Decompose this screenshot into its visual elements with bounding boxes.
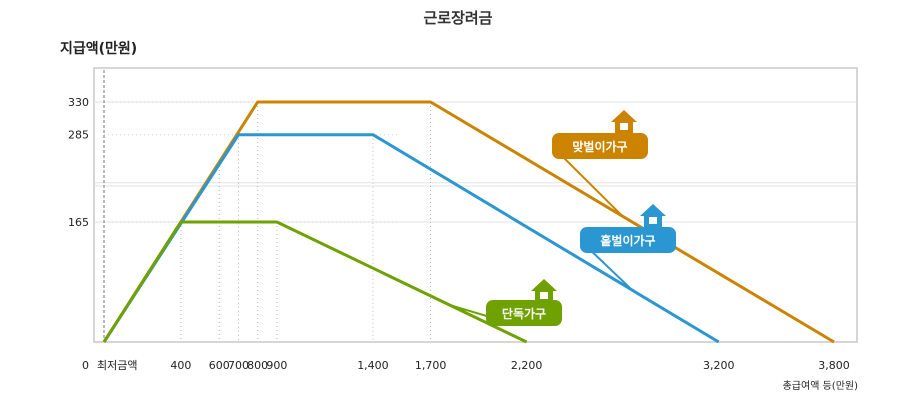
house-roof — [611, 110, 637, 122]
x-tick-800: 800 — [247, 359, 268, 372]
plot-area — [93, 67, 858, 343]
y-tick-285: 285 — [68, 129, 89, 142]
x-tick-900: 900 — [266, 359, 287, 372]
x-tick-600: 600 — [209, 359, 230, 372]
chart-title: 근로장려금 — [423, 9, 492, 27]
origin-label: 0 — [82, 359, 89, 372]
y-ticks: 165 285 330 — [68, 96, 89, 229]
y-tick-165: 165 — [68, 216, 89, 229]
house-window — [620, 123, 628, 130]
house-window — [649, 217, 657, 224]
badge-label-2: 홑벌이가구 — [600, 233, 655, 248]
x-tick-2200: 2,200 — [511, 359, 543, 372]
min-wage-label: 최저금액 — [97, 359, 137, 372]
series-layer — [102, 100, 835, 344]
house-roof — [640, 204, 666, 216]
x-axis-label: 총급여액 등(만원) — [783, 380, 858, 392]
house-icon — [611, 110, 637, 133]
x-tick-3200: 3,200 — [703, 359, 735, 372]
badge-pointer-1 — [555, 149, 624, 217]
house-icon — [640, 204, 666, 227]
house-icon — [531, 279, 557, 302]
badge-background-3 — [486, 300, 562, 326]
badge-label-1: 맞벌이가구 — [572, 139, 627, 154]
house-roof — [531, 279, 557, 291]
badge-pointer-3 — [449, 304, 491, 318]
x-tick-1700: 1,700 — [415, 359, 447, 372]
y-axis-label: 지급액(만원) — [60, 40, 137, 57]
badge-background-2 — [580, 227, 676, 253]
badge-label-3: 단독가구 — [502, 306, 546, 321]
x-tick-3800: 3,800 — [818, 359, 850, 372]
house-window — [540, 292, 548, 299]
y-tick-330: 330 — [68, 96, 89, 109]
x-tick-700: 700 — [228, 359, 249, 372]
x-tick-400: 400 — [170, 359, 191, 372]
legend-badge-1: 맞벌이가구 — [552, 110, 648, 217]
x-tick-1400: 1,400 — [357, 359, 389, 372]
legend-badge-2: 홑벌이가구 — [580, 204, 676, 291]
series-line-3 — [102, 220, 528, 344]
legend-badge-3: 단독가구 — [449, 279, 562, 326]
badge-background-1 — [552, 133, 648, 159]
